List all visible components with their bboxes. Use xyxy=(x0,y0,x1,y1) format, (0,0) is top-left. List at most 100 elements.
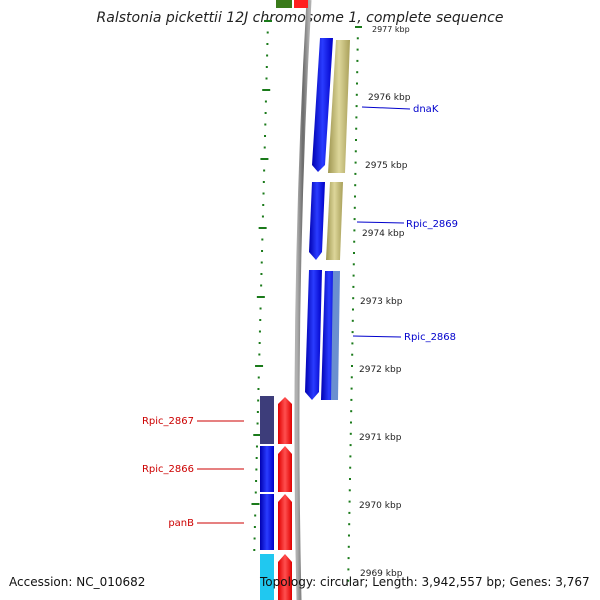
ring-dot xyxy=(257,399,260,402)
gene-Rpic_2866-block[interactable] xyxy=(260,446,274,492)
ring-dot xyxy=(260,284,263,287)
ring-dot xyxy=(258,227,267,229)
scale-tick xyxy=(355,116,358,119)
ring-dot xyxy=(256,296,265,298)
scale-label-2972: 2972 kbp xyxy=(359,365,402,375)
ring-dot xyxy=(256,422,259,425)
scale-tick xyxy=(353,195,356,198)
leader-Rpic_2869 xyxy=(356,221,405,224)
scale-tick xyxy=(349,466,352,469)
scale-tick xyxy=(351,353,354,356)
feature-tan-1[interactable] xyxy=(328,40,350,173)
ring-dot xyxy=(255,457,258,459)
ring-dot xyxy=(264,112,267,114)
ring-dot xyxy=(260,273,263,275)
ring-dot xyxy=(261,250,264,252)
ring-dot xyxy=(254,514,257,517)
scale-tick xyxy=(350,387,353,390)
scale-label-2975: 2975 kbp xyxy=(365,161,408,171)
scale-tick xyxy=(355,93,358,96)
scale-tick xyxy=(354,184,357,187)
scale-tick xyxy=(354,161,357,164)
scale-ticks xyxy=(347,26,362,582)
label-panB[interactable]: panB xyxy=(168,518,194,529)
ring-dot xyxy=(257,376,260,379)
scale-tick xyxy=(354,150,357,153)
leader-Rpic_2868 xyxy=(352,335,402,338)
scale-tick xyxy=(355,82,358,85)
ring-dot xyxy=(263,146,266,149)
scale-tick xyxy=(351,308,354,311)
ring-dot xyxy=(266,43,269,45)
ring-dot xyxy=(256,411,259,413)
gene-panB[interactable] xyxy=(278,494,292,550)
scale-tick xyxy=(353,206,356,209)
scale-tick xyxy=(351,342,354,345)
scale-label-2971: 2971 kbp xyxy=(359,433,402,443)
gene-dnaK[interactable] xyxy=(312,38,333,172)
ring-dot xyxy=(251,503,260,505)
scale-tick xyxy=(355,26,362,28)
scale-tick xyxy=(347,568,350,571)
scale-label-2974: 2974 kbp xyxy=(362,229,405,239)
scale-tick xyxy=(352,274,355,277)
scale-tick xyxy=(355,105,358,108)
ring-dot xyxy=(260,158,269,160)
scale-tick xyxy=(349,455,352,458)
scale-tick xyxy=(347,557,350,560)
scale-label-2976: 2976 kbp xyxy=(368,93,411,103)
label-Rpic_2867[interactable]: Rpic_2867 xyxy=(142,416,194,427)
gene-Rpic_2867[interactable] xyxy=(278,397,292,444)
ring-dot xyxy=(258,353,261,356)
ring-dot xyxy=(253,526,256,528)
scale-tick xyxy=(347,579,350,582)
gene-red-partial[interactable] xyxy=(278,554,292,600)
ring-dot xyxy=(262,89,271,91)
leader-dnaK xyxy=(361,106,411,110)
partial-gene-top-red[interactable] xyxy=(294,0,308,8)
ring-dot xyxy=(262,181,265,183)
topology-text: Topology: circular; Length: 3,942,557 bp… xyxy=(260,575,590,589)
partial-gene-top-green[interactable] xyxy=(276,0,292,8)
scale-tick xyxy=(349,421,352,424)
label-Rpic_2868[interactable]: Rpic_2868 xyxy=(404,332,456,343)
feature-tan-2[interactable] xyxy=(326,182,343,260)
scale-label-2973: 2973 kbp xyxy=(360,297,403,307)
gc-content-ring xyxy=(251,20,272,551)
ring-dot xyxy=(260,261,263,264)
gene-Rpic_2868[interactable] xyxy=(305,270,322,400)
scale-tick xyxy=(352,297,355,300)
scale-tick xyxy=(348,478,351,480)
scale-tick xyxy=(350,376,353,379)
scale-tick xyxy=(352,285,355,288)
scale-tick xyxy=(348,500,351,503)
scale-tick xyxy=(349,444,352,447)
scale-tick xyxy=(351,319,354,322)
ring-dot xyxy=(265,66,268,68)
ring-dot xyxy=(255,445,258,448)
ring-dot xyxy=(264,20,272,22)
ring-dot xyxy=(263,169,266,172)
ring-dot xyxy=(255,365,264,367)
scale-tick xyxy=(350,410,353,413)
ring-dot xyxy=(254,491,257,494)
gene-cyan-partial[interactable] xyxy=(260,554,274,600)
label-Rpic_2869[interactable]: Rpic_2869 xyxy=(406,219,458,230)
scale-tick xyxy=(354,139,357,141)
gene-Rpic_2867-block[interactable] xyxy=(260,396,274,444)
ring-dot xyxy=(258,342,261,344)
gene-Rpic_2866[interactable] xyxy=(278,446,292,492)
gene-Rpic_2869[interactable] xyxy=(309,182,325,260)
scale-label-top: 2977 kbp xyxy=(372,25,410,34)
ring-dot xyxy=(253,549,256,551)
scale-tick xyxy=(352,252,355,254)
feature-blue-light[interactable] xyxy=(331,271,340,400)
label-dnaK[interactable]: dnaK xyxy=(413,104,439,115)
label-Rpic_2866[interactable]: Rpic_2866 xyxy=(142,464,194,475)
scale-tick xyxy=(348,511,351,514)
gene-panB-block[interactable] xyxy=(260,494,274,550)
scale-tick xyxy=(353,229,356,232)
scale-tick xyxy=(350,365,353,367)
scale-tick xyxy=(356,71,359,74)
